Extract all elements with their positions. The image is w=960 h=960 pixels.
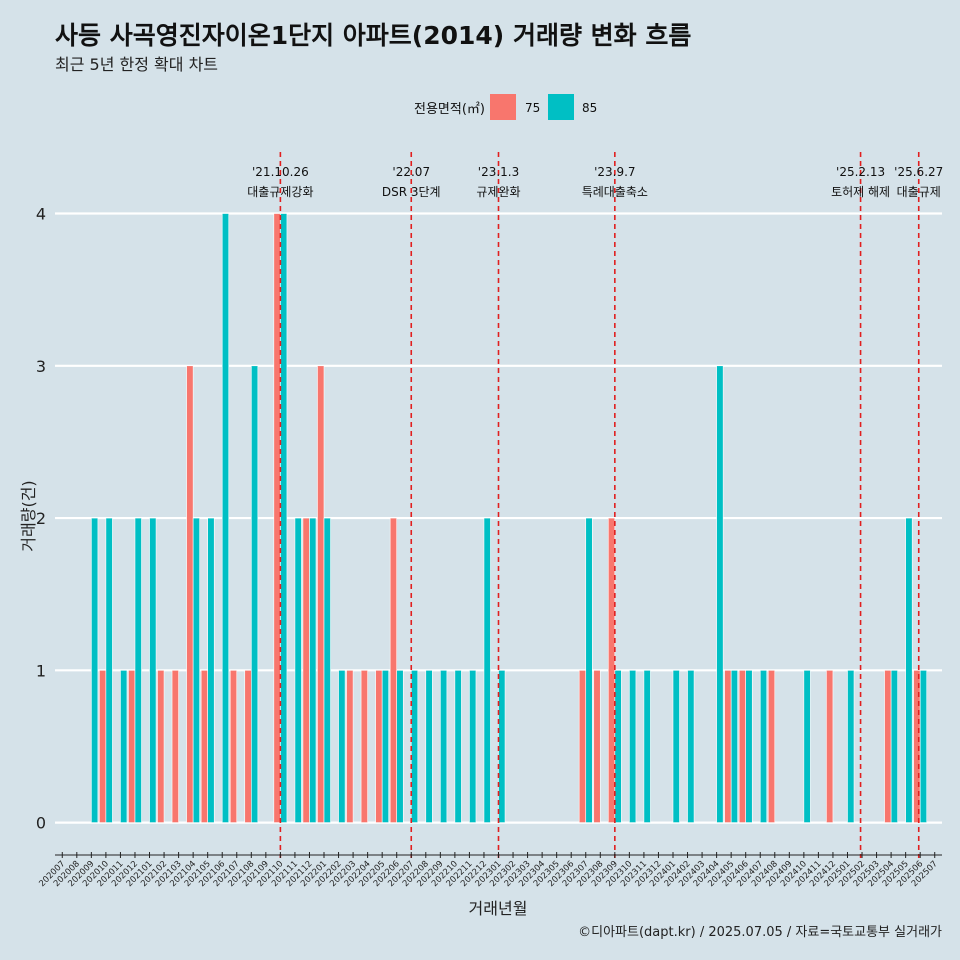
event-label: 대출규제 bbox=[897, 185, 941, 199]
bar-85-202104 bbox=[192, 517, 200, 823]
bar-85-202209 bbox=[440, 670, 448, 823]
event-label: 규제완화 bbox=[476, 185, 520, 199]
bar-85-202202 bbox=[338, 670, 346, 823]
bar-85-202311 bbox=[643, 670, 651, 823]
bar-85-202405 bbox=[730, 670, 738, 823]
bar-85-202206 bbox=[396, 670, 404, 823]
bar-85-202404 bbox=[716, 365, 724, 823]
bar-75-202012 bbox=[128, 670, 136, 823]
bar-85-202106 bbox=[221, 213, 230, 823]
chart-subtitle: 최근 5년 한정 확대 차트 bbox=[55, 55, 218, 74]
bar-85-202110 bbox=[280, 213, 288, 823]
bar-75-202205 bbox=[375, 670, 383, 823]
caption: ©디아파트(dapt.kr) / 2025.07.05 / 자료=국토교통부 실… bbox=[578, 925, 942, 940]
event-label: 대출규제강화 bbox=[247, 185, 313, 199]
y-tick-label: 1 bbox=[36, 661, 46, 680]
bar-85-202301 bbox=[498, 670, 506, 823]
bar-75-202107 bbox=[229, 670, 238, 823]
bar-75-202408 bbox=[767, 670, 776, 823]
bar-85-202205 bbox=[381, 670, 390, 823]
bar-85-202010 bbox=[105, 517, 113, 823]
y-tick-labels: 0 1 2 3 4 bbox=[36, 205, 46, 833]
bar-85-202105 bbox=[207, 517, 215, 823]
y-tick-label: 2 bbox=[36, 509, 46, 528]
bar-75-202108 bbox=[244, 670, 252, 823]
bar-75-202102 bbox=[157, 670, 165, 823]
bar-85-202207 bbox=[410, 670, 419, 823]
bar-85-202307 bbox=[585, 517, 593, 823]
event-date: '25.2.13 bbox=[836, 165, 885, 179]
bars bbox=[91, 213, 928, 823]
legend-label-85: 85 bbox=[582, 101, 597, 115]
bar-75-202203 bbox=[346, 670, 354, 823]
bar-85-202506 bbox=[919, 670, 928, 823]
bar-85-202111 bbox=[294, 517, 302, 823]
bar-85-202310 bbox=[629, 670, 637, 823]
bar-75-202110 bbox=[273, 213, 281, 823]
bar-75-202112 bbox=[302, 517, 310, 823]
bar-85-202505 bbox=[905, 517, 913, 823]
event-label: 특례대출축소 bbox=[582, 185, 648, 199]
chart-title: 사등 사곡영진자이온1단지 아파트(2014) 거래량 변화 흐름 bbox=[55, 21, 691, 50]
legend: 전용면적(㎡) 75 85 bbox=[414, 94, 597, 120]
legend-title: 전용면적(㎡) bbox=[414, 102, 485, 117]
bar-85-202407 bbox=[759, 670, 768, 823]
bar-75-202405 bbox=[724, 670, 732, 823]
event-markers: '21.10.26 대출규제강화 '22.07 DSR 3단계 '23.1.3 규제완화 '… bbox=[247, 152, 943, 858]
bar-75-202206 bbox=[389, 517, 398, 823]
bar-85-202210 bbox=[454, 670, 462, 823]
y-tick-label: 4 bbox=[36, 205, 46, 224]
bar-75-202103 bbox=[171, 670, 179, 823]
legend-swatch-75 bbox=[490, 94, 516, 120]
y-tick-label: 0 bbox=[36, 814, 46, 833]
bar-85-202401 bbox=[672, 670, 680, 823]
bar-75-202406 bbox=[738, 670, 746, 823]
bar-85-202009 bbox=[91, 517, 99, 823]
bar-85-202410 bbox=[803, 670, 811, 823]
bar-85-202101 bbox=[149, 517, 157, 823]
bar-75-202412 bbox=[826, 670, 834, 823]
bar-75-202504 bbox=[884, 670, 892, 823]
bar-85-202211 bbox=[469, 670, 477, 823]
event-date: '25.6.27 bbox=[894, 165, 943, 179]
event-date: '23.1.3 bbox=[478, 165, 519, 179]
event-label: 토허제 해제 bbox=[831, 185, 890, 199]
bar-75-202204 bbox=[360, 670, 368, 823]
bar-85-202212 bbox=[483, 517, 491, 823]
x-axis-title: 거래년월 bbox=[469, 899, 528, 918]
event-date: '21.10.26 bbox=[252, 165, 309, 179]
event-date: '23.9.7 bbox=[594, 165, 635, 179]
bar-85-202406 bbox=[745, 670, 753, 823]
event-date: '22.07 bbox=[392, 165, 430, 179]
bar-75-202104 bbox=[186, 365, 194, 823]
bar-85-202201 bbox=[323, 517, 331, 823]
bar-75-202105 bbox=[200, 670, 208, 823]
x-axis: 2020072020082020092020102020112020122021… bbox=[37, 852, 942, 889]
y-axis-title: 거래량(건) bbox=[19, 480, 38, 551]
bar-75-202309 bbox=[607, 517, 616, 823]
bar-75-202307 bbox=[578, 670, 587, 823]
bar-75-202201 bbox=[317, 365, 325, 823]
bar-85-202504 bbox=[890, 670, 898, 823]
bar-85-202402 bbox=[687, 670, 695, 823]
bar-75-202308 bbox=[593, 670, 601, 823]
bar-85-202208 bbox=[425, 670, 433, 823]
event-label: DSR 3단계 bbox=[382, 185, 441, 199]
bar-85-202112 bbox=[309, 517, 317, 823]
bar-85-202108 bbox=[251, 365, 259, 823]
legend-label-75: 75 bbox=[525, 101, 540, 115]
bar-85-202309 bbox=[614, 670, 622, 823]
bar-75-202010 bbox=[99, 670, 107, 823]
y-tick-label: 3 bbox=[36, 357, 46, 376]
bar-85-202012 bbox=[134, 517, 142, 823]
bar-85-202501 bbox=[847, 670, 855, 823]
legend-swatch-85 bbox=[548, 94, 574, 120]
bar-85-202011 bbox=[120, 670, 128, 823]
